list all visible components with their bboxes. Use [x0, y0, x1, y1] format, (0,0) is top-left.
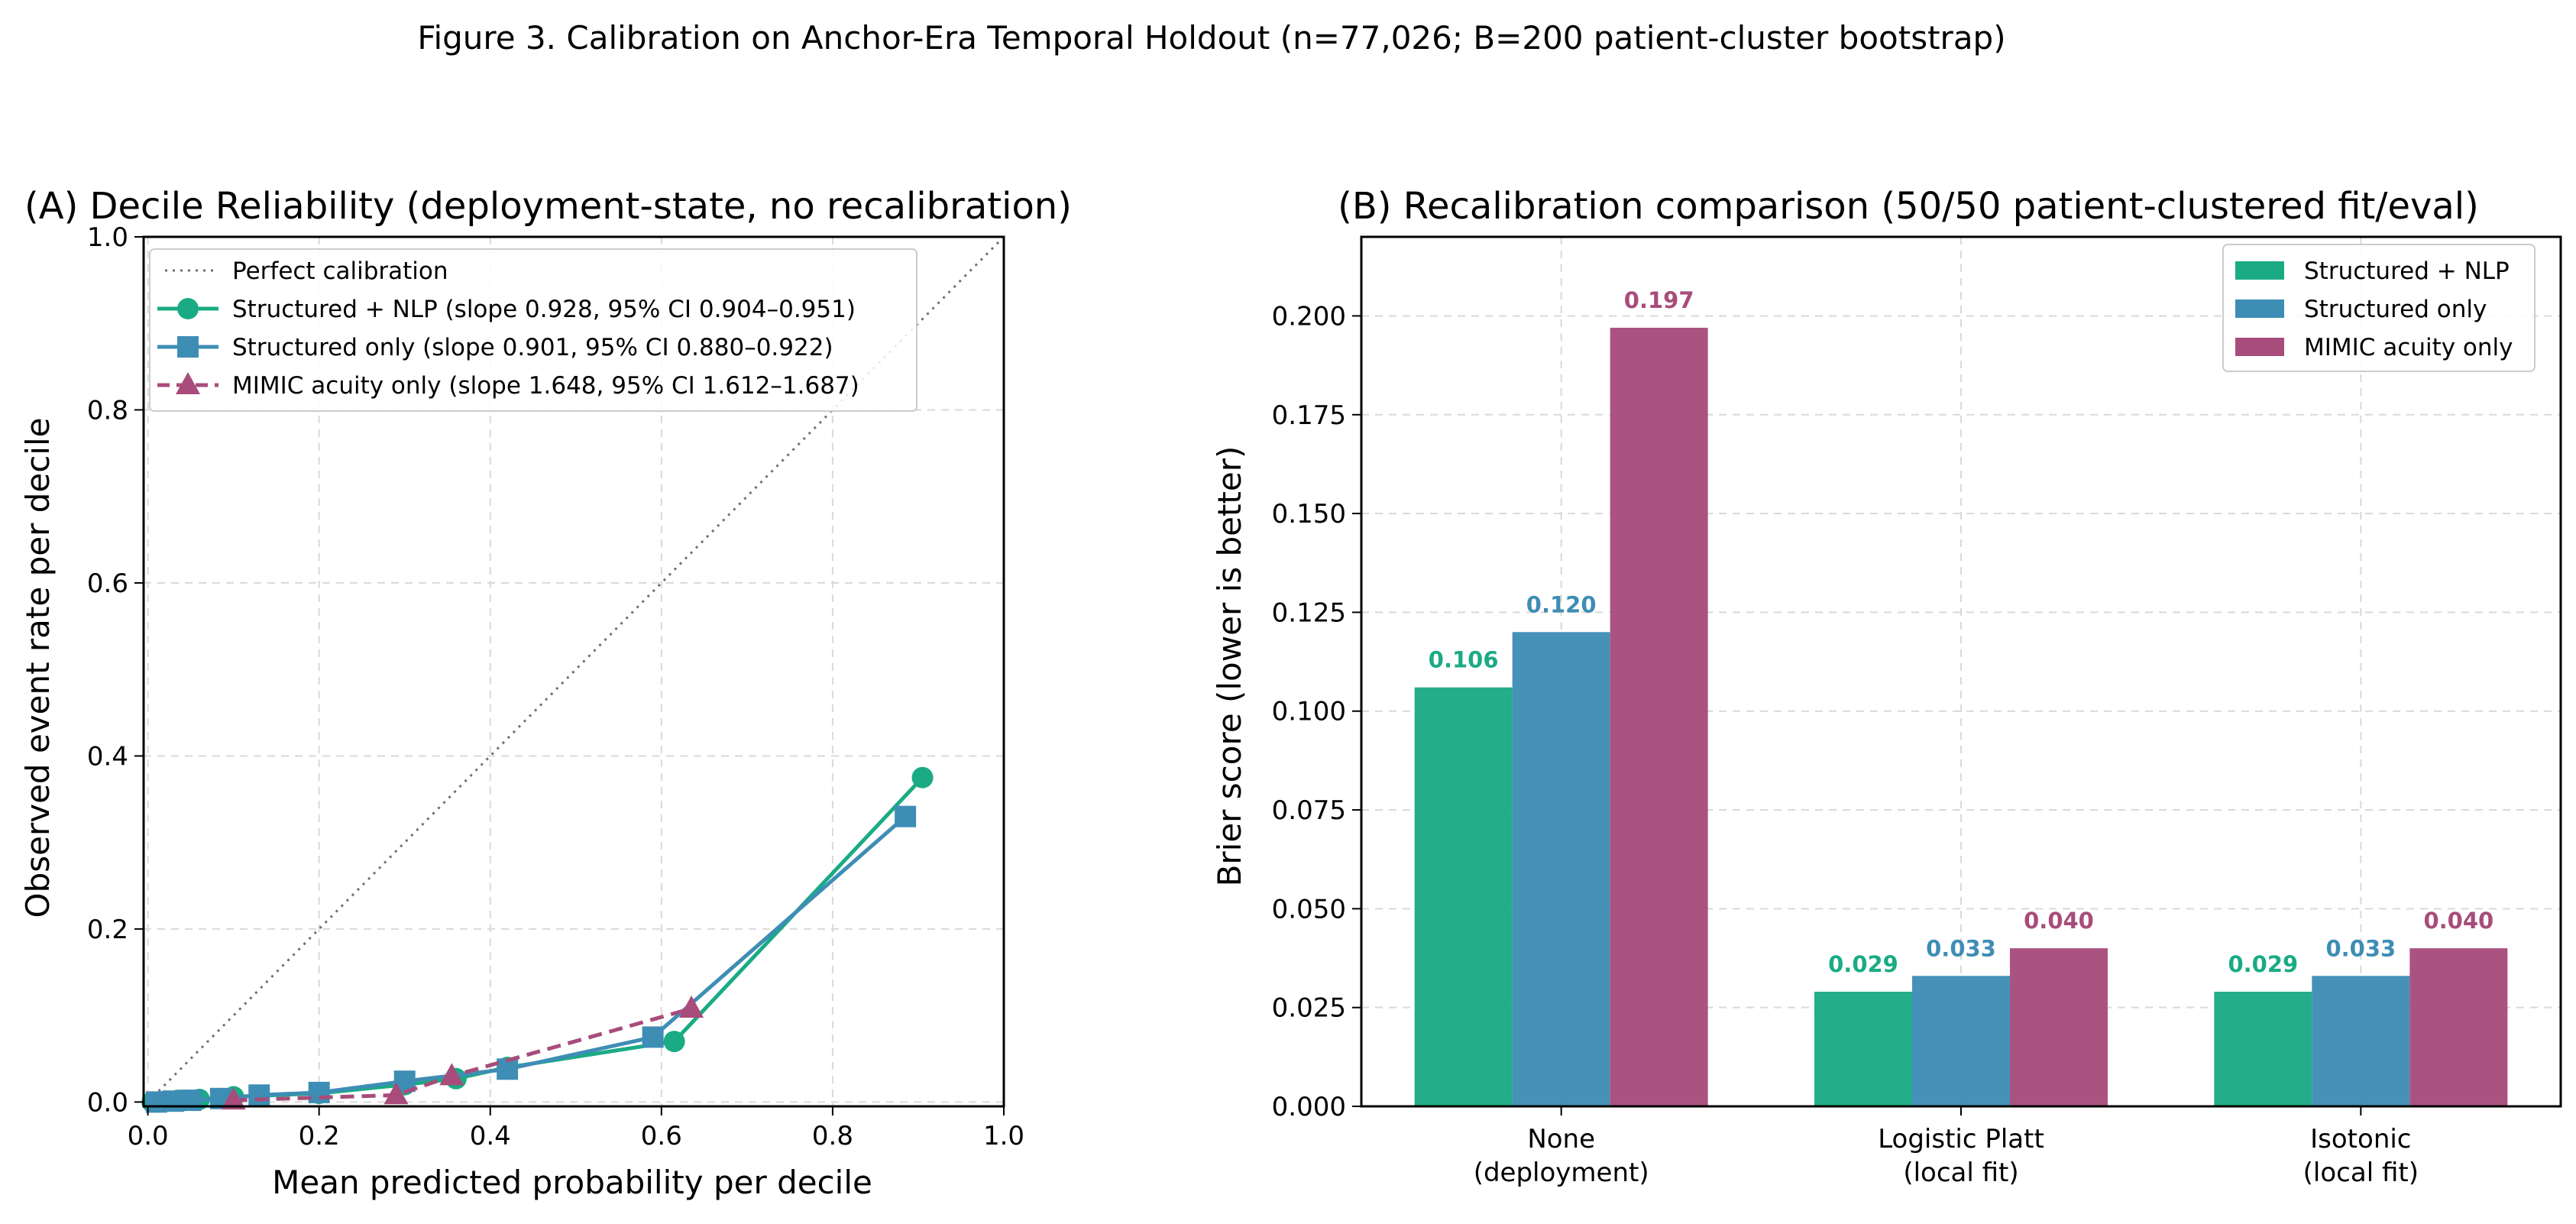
data-point [679, 996, 704, 1018]
legend-swatch [2235, 261, 2284, 280]
bar-structured_only [2312, 976, 2410, 1106]
legend-label: MIMIC acuity only (slope 1.648, 95% CI 1… [232, 372, 859, 400]
data-label: 0.106 [1429, 647, 1499, 673]
bar-mimic [2409, 948, 2508, 1106]
data-point [642, 1026, 664, 1048]
tick-label-y: 0.075 [1272, 795, 1346, 826]
bar-structured_nlp [1414, 687, 1513, 1106]
legend-marker [177, 298, 199, 319]
bar-structured_only [1912, 976, 2010, 1106]
data-point [248, 1084, 270, 1106]
tick-label-x: 0.2 [299, 1121, 340, 1151]
legend-box [149, 248, 917, 412]
tick-label-y: 0.4 [87, 741, 128, 772]
panel-a: (A) Decile Reliability (deployment-state… [19, 185, 1072, 1201]
tick-label-y: 0.100 [1272, 697, 1346, 727]
tick-label-y: 0.050 [1272, 894, 1346, 924]
legend-item-structured_nlp: Structured + NLP [2235, 257, 2510, 285]
data-label: 0.197 [1624, 287, 1694, 313]
data-point [439, 1063, 464, 1086]
panel-a-xlabel: Mean predicted probability per decile [272, 1164, 872, 1201]
bar-structured_only [1512, 632, 1610, 1106]
panel-a-ylabel: Observed event rate per decile [19, 418, 57, 918]
panel-b-legend: Structured + NLP Structured only MIMIC acu… [2222, 244, 2536, 372]
tick-label-x: 0.6 [641, 1121, 682, 1151]
legend-item-mimic: MIMIC acuity only (slope 1.648, 95% CI 1… [157, 372, 859, 400]
panel-a-series [141, 766, 934, 1113]
panel-a-frame [142, 235, 1005, 1108]
bar-mimic [2010, 948, 2108, 1106]
legend-label: Structured only [2304, 296, 2487, 323]
data-label: 0.029 [1828, 951, 1898, 977]
legend-item-mimic: MIMIC acuity only [2235, 334, 2513, 361]
tick-label-y: 0.150 [1272, 499, 1346, 529]
data-point [308, 1081, 330, 1103]
legend-item-perfect: Perfect calibration [165, 257, 448, 285]
tick-label-x: 0.0 [128, 1121, 169, 1151]
tick-label-x: 0.4 [470, 1121, 511, 1151]
tick-label-y: 0.0 [87, 1087, 128, 1118]
tick-label-y: 0.025 [1272, 993, 1346, 1024]
data-label: 0.040 [2024, 908, 2094, 934]
series-line [156, 814, 907, 1104]
data-label: 0.033 [2325, 935, 2396, 961]
data-label: 0.029 [2228, 951, 2298, 977]
panel-b: (B) Recalibration comparison (50/50 pati… [1211, 185, 2562, 1188]
legend-box [2222, 244, 2536, 372]
legend-item-structured_only: Structured only (slope 0.901, 95% CI 0.8… [157, 334, 833, 361]
legend-label: MIMIC acuity only [2304, 334, 2513, 361]
data-point [221, 1087, 246, 1110]
tick-label-y: 0.125 [1272, 597, 1346, 628]
category-label: Logistic Platt [1878, 1124, 2044, 1154]
tick-label-y: 0.000 [1272, 1092, 1346, 1122]
series-mimic [221, 996, 704, 1110]
data-point [911, 766, 934, 788]
data-point [663, 1031, 685, 1053]
panel-a-legend: Perfect calibration Structured + NLP (sl… [149, 248, 917, 412]
legend-marker [176, 372, 200, 394]
legend-item-structured_only: Structured only [2235, 296, 2487, 323]
category-label: (local fit) [1903, 1158, 2018, 1188]
series-line [233, 1006, 692, 1103]
legend-label: Structured + NLP (slope 0.928, 95% CI 0.… [232, 296, 856, 323]
tick-label-x: 0.8 [812, 1121, 853, 1151]
category-label: (local fit) [2303, 1158, 2419, 1188]
legend-swatch [2235, 338, 2284, 356]
legend-swatch [2235, 300, 2284, 318]
data-point [383, 1082, 409, 1105]
series-structured_only [145, 805, 917, 1113]
legend-label: Structured only (slope 0.901, 95% CI 0.8… [232, 334, 833, 361]
legend-item-structured_nlp: Structured + NLP (slope 0.928, 95% CI 0.… [157, 296, 856, 323]
data-label: 0.040 [2423, 908, 2493, 934]
bar-structured_nlp [1814, 991, 1912, 1106]
data-label: 0.033 [1926, 935, 1996, 961]
legend-marker [177, 336, 199, 358]
bar-mimic [1610, 327, 1708, 1106]
tick-label-y: 0.6 [87, 568, 128, 599]
category-label: (deployment) [1474, 1158, 1649, 1188]
category-label: None [1527, 1124, 1595, 1154]
figure-title: Figure 3. Calibration on Anchor-Era Temp… [417, 19, 2005, 57]
tick-label-y: 0.2 [87, 915, 128, 945]
tick-label-y: 1.0 [87, 222, 128, 253]
panel-a-ticks: 0.0 0.2 0.4 0.6 0.8 1.0 0.0 0.2 0.4 0.6 0.8 1.0 [87, 222, 1024, 1151]
category-label: Isotonic [2310, 1124, 2411, 1154]
panel-b-ylabel: Brier score (lower is better) [1211, 446, 1248, 887]
tick-label-x: 1.0 [983, 1121, 1024, 1151]
tick-label-y: 0.200 [1272, 301, 1346, 332]
legend-label: Structured + NLP [2304, 257, 2510, 285]
bar-structured_nlp [2214, 991, 2312, 1106]
data-point [180, 1090, 202, 1112]
panel-b-ticks: 0.000 0.025 0.050 0.075 0.100 0.125 0.150 0.175… [1272, 301, 2419, 1188]
legend-label-perfect: Perfect calibration [232, 257, 448, 285]
tick-label-y: 0.175 [1272, 400, 1346, 431]
panel-b-value-labels: 0.106 0.120 0.197 0.029 0.033 0.040 0.029 0.033… [1429, 287, 2493, 977]
data-point [895, 805, 917, 827]
tick-label-y: 0.8 [87, 395, 128, 426]
panel-a-title: (A) Decile Reliability (deployment-state… [24, 185, 1072, 228]
panel-b-title: (B) Recalibration comparison (50/50 pati… [1338, 185, 2479, 228]
data-label: 0.120 [1526, 591, 1597, 617]
panel-b-bars [1414, 327, 2508, 1106]
